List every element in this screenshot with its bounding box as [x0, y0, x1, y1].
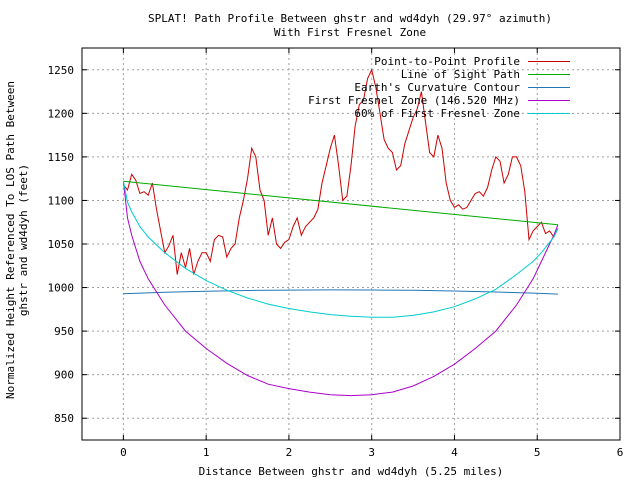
y-tick-label: 1100 — [48, 194, 75, 207]
legend-item: Line of Sight Path — [308, 68, 570, 81]
legend-swatch — [528, 61, 570, 62]
legend-label: Line of Sight Path — [400, 68, 520, 81]
legend-swatch — [528, 74, 570, 75]
legend-item: Point-to-Point Profile — [308, 55, 570, 68]
series-line-2 — [123, 289, 558, 295]
y-tick-label: 1150 — [48, 151, 75, 164]
series-line-3 — [122, 181, 559, 397]
legend-label: 60% of First Fresnel Zone — [354, 107, 520, 120]
y-tick-label: 1000 — [48, 282, 75, 295]
legend-label: Earth's Curvature Contour — [354, 81, 520, 94]
x-axis-label: Distance Between ghstr and wd4dyh (5.25 … — [198, 465, 504, 478]
legend: Point-to-Point Profile Line of Sight Pat… — [308, 55, 570, 120]
legend-item: 60% of First Fresnel Zone — [308, 107, 570, 120]
series-line-4 — [122, 181, 559, 318]
legend-swatch — [528, 87, 570, 88]
y-tick-label: 950 — [54, 325, 74, 338]
legend-label: Point-to-Point Profile — [374, 55, 520, 68]
legend-item: First Fresnel Zone (146.520 MHz) — [308, 94, 570, 107]
x-axis-ticks: 0 1 2 3 4 5 6 — [120, 48, 623, 459]
legend-swatch — [528, 100, 570, 101]
chart-subtitle: With First Fresnel Zone — [273, 26, 427, 39]
x-tick-label: 5 — [534, 446, 541, 459]
chart-title: SPLAT! Path Profile Between ghstr and wd… — [148, 12, 552, 25]
series-layer — [122, 68, 559, 397]
y-tick-label: 1200 — [48, 107, 75, 120]
x-tick-label: 1 — [203, 446, 210, 459]
legend-item: Earth's Curvature Contour — [308, 81, 570, 94]
series-line-0 — [123, 68, 559, 275]
x-tick-label: 3 — [368, 446, 375, 459]
legend-label: First Fresnel Zone (146.520 MHz) — [308, 94, 520, 107]
y-tick-label: 1250 — [48, 64, 75, 77]
y-tick-label: 900 — [54, 369, 74, 382]
y-tick-label: 850 — [54, 412, 74, 425]
x-tick-label: 0 — [120, 446, 127, 459]
legend-swatch — [528, 113, 570, 114]
y-tick-label: 1050 — [48, 238, 75, 251]
x-tick-label: 4 — [451, 446, 458, 459]
x-tick-label: 2 — [286, 446, 293, 459]
y-axis-label: Normalized Height Referenced To LOS Path… — [4, 81, 30, 399]
x-tick-label: 6 — [617, 446, 624, 459]
series-line-1 — [123, 180, 558, 226]
y-axis-ticks: 850 900 950 1000 1050 1100 1150 1200 1250 — [48, 64, 620, 425]
